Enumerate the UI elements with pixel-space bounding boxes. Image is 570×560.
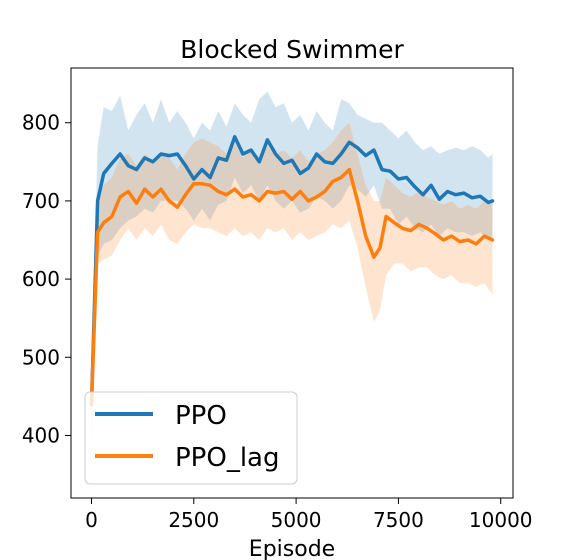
- y-tick-label: 500: [22, 345, 60, 369]
- line-ppo: [89, 135, 495, 406]
- legend: PPO PPO_lag: [84, 391, 298, 485]
- x-tick-label: 10000: [469, 508, 533, 532]
- y-axis-ticks: 400 500 600 700 800: [22, 111, 71, 447]
- plot-frame: [70, 67, 514, 499]
- x-axis-ticks: 0 2500 5000 7500 10000: [85, 498, 533, 532]
- legend-label-ppo: PPO: [175, 401, 227, 431]
- series-lines: [89, 135, 495, 406]
- y-tick-label: 400: [22, 423, 60, 447]
- line-ppo-lag: [89, 167, 495, 406]
- chart-title: Blocked Swimmer: [180, 35, 404, 64]
- legend-label-ppo-lag: PPO_lag: [175, 443, 279, 473]
- x-tick-label: 2500: [168, 508, 219, 532]
- x-tick-label: 0: [85, 508, 98, 532]
- y-tick-label: 800: [22, 111, 60, 135]
- x-tick-label: 5000: [271, 508, 322, 532]
- band-ppo-lag: [91, 122, 493, 452]
- y-tick-label: 600: [22, 267, 60, 291]
- x-tick-label: 7500: [373, 508, 424, 532]
- x-axis-label: Episode: [249, 537, 335, 560]
- y-tick-label: 700: [22, 189, 60, 213]
